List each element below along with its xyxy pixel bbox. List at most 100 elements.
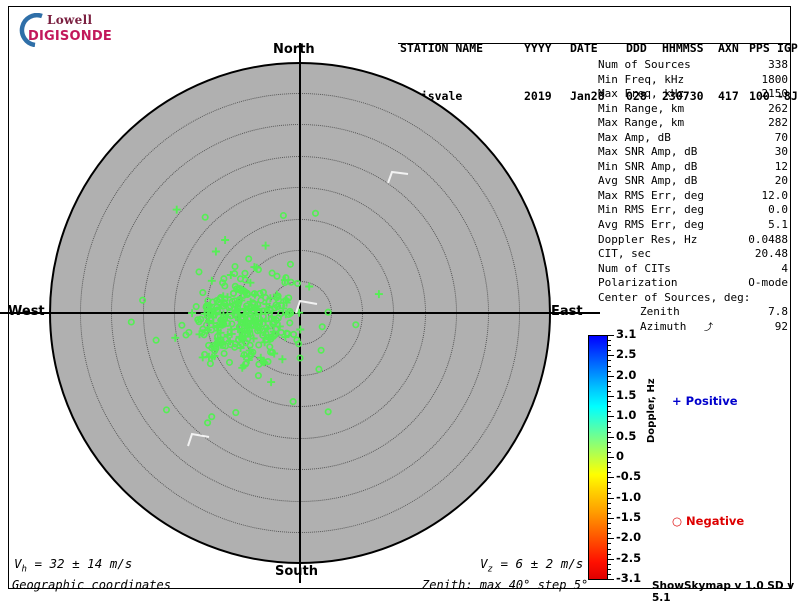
plot-frame <box>8 6 791 589</box>
colorbar-minor-tick <box>608 416 611 417</box>
colorbar-tick-label: 1.0 <box>616 408 637 422</box>
north-south-axis <box>299 43 301 583</box>
colorbar-minor-tick <box>608 401 611 402</box>
colorbar-tick-label: 0.5 <box>616 429 637 443</box>
colorbar-tick-label: 1.5 <box>616 388 637 402</box>
stat-label: Num of CITs <box>598 261 671 275</box>
stat-value: 282 <box>768 116 788 130</box>
colorbar-tick-label: 3.1 <box>616 327 637 341</box>
stat-value: 20.48 <box>754 247 788 261</box>
logo-lowell-text: Lowell <box>47 13 93 27</box>
stat-label: Min Freq, kHz <box>598 72 685 86</box>
colorbar-minor-tick <box>608 381 611 382</box>
statistics-panel: Num of Sources 338 Min Freq, kHz 1800 Max … <box>598 58 788 334</box>
direction-label-south: South <box>275 564 319 579</box>
stat-value: 338 <box>768 58 788 71</box>
stat-value: 12 <box>774 159 788 173</box>
header-col-pps: PPS <box>749 41 770 55</box>
stat-row: Num of CITs 4 <box>598 262 788 277</box>
stat-label: Max SNR Amp, dB <box>598 145 698 159</box>
colorbar-tick <box>608 498 614 499</box>
header-col-axn: AXN <box>718 41 739 55</box>
stat-label: Min RMS Err, deg <box>598 203 704 217</box>
colorbar-gradient <box>588 335 608 580</box>
colorbar-tick-label: -1.5 <box>616 510 642 524</box>
zenith-scale-label: Zenith: max 40° step 5° <box>422 578 589 592</box>
colorbar-minor-tick <box>608 533 611 534</box>
colorbar-tick <box>608 477 614 478</box>
colorbar-minor-tick <box>608 579 611 580</box>
colorbar-minor-tick <box>608 427 611 428</box>
header-col-yyyy: YYYY <box>524 41 552 55</box>
logo-digisonde-text: DIGISONDE <box>28 29 112 44</box>
center-zenith-label: Zenith <box>640 305 680 319</box>
colorbar-minor-tick <box>608 350 611 351</box>
colorbar-minor-tick <box>608 442 611 443</box>
colorbar-tick-label: -1.0 <box>616 490 642 504</box>
colorbar-minor-tick <box>608 457 611 458</box>
colorbar-tick <box>608 396 614 397</box>
stat-row: Num of Sources 338 <box>598 58 788 73</box>
colorbar-minor-tick <box>608 472 611 473</box>
skymap-plot[interactable] <box>0 43 600 583</box>
stat-row: Min SNR Amp, dB 12 <box>598 160 788 175</box>
colorbar-minor-tick <box>608 518 611 519</box>
colorbar-tick <box>608 437 614 438</box>
vz-value: = 6 ± 2 m/s <box>500 556 584 571</box>
center-of-sources-header: Center of Sources, deg: <box>598 291 788 306</box>
stat-label: Doppler Res, Hz <box>598 232 698 246</box>
colorbar-minor-tick <box>608 432 611 433</box>
stat-row: Avg RMS Err, deg 5.1 <box>598 218 788 233</box>
header-val-pps: 100 <box>749 89 770 103</box>
colorbar-tick <box>608 559 614 560</box>
stat-row: Max Freq, kHz 2150 <box>598 87 788 102</box>
stat-value: 1800 <box>761 72 789 86</box>
colorbar-minor-tick <box>608 447 611 448</box>
colorbar-tick <box>608 457 614 458</box>
center-azimuth-row: Azimuth ⤴ 92 <box>598 320 788 335</box>
vh-subscript: h <box>21 564 27 575</box>
stat-label: CIT, sec <box>598 247 651 261</box>
colorbar-minor-tick <box>608 559 611 560</box>
header-val-yyyy: 2019 <box>524 89 552 103</box>
stat-value: 5.1 <box>768 218 788 232</box>
header-table: STATION NAME YYYY DATE DDD HHMMSS AXN PP… <box>400 8 798 120</box>
colorbar-minor-tick <box>608 462 611 463</box>
center-azimuth-label: Azimuth <box>640 319 687 333</box>
center-zenith-row: Zenith 7.8 <box>598 305 788 320</box>
header-col-igp: IGP <box>777 41 798 55</box>
colorbar-minor-tick <box>608 355 611 356</box>
stat-label: Avg SNR Amp, dB <box>598 174 698 188</box>
colorbar-minor-tick <box>608 493 611 494</box>
vh-value: = 32 ± 14 m/s <box>34 556 133 571</box>
stat-row: Max Range, km 282 <box>598 116 788 131</box>
colorbar-minor-tick <box>608 437 611 438</box>
stat-value: 262 <box>768 101 788 115</box>
coordinate-system-label: Geographic coordinates <box>12 578 171 592</box>
colorbar-minor-tick <box>608 467 611 468</box>
header-col-hhmmss: HHMMSS <box>662 41 704 55</box>
stat-label: Min Range, km <box>598 101 685 115</box>
header-divider <box>398 43 791 44</box>
header-col-station: STATION NAME <box>400 41 484 55</box>
center-zenith-value: 7.8 <box>768 305 788 319</box>
colorbar-minor-tick <box>608 549 611 550</box>
colorbar-minor-tick <box>608 528 611 529</box>
colorbar-minor-tick <box>608 386 611 387</box>
colorbar-tick <box>608 355 614 356</box>
header-col-ddd: DDD <box>626 41 647 55</box>
colorbar-minor-tick <box>608 406 611 407</box>
colorbar-tick-label: -0.5 <box>616 469 642 483</box>
colorbar-minor-tick <box>608 538 611 539</box>
stat-row: Polarization O-mode <box>598 276 788 291</box>
stat-row: Max RMS Err, deg 12.0 <box>598 189 788 204</box>
colorbar-minor-tick <box>608 452 611 453</box>
colorbar-minor-tick <box>608 523 611 524</box>
colorbar-tick <box>608 376 614 377</box>
colorbar-minor-tick <box>608 371 611 372</box>
colorbar-minor-tick <box>608 335 611 336</box>
colorbar-tick-label: -2.0 <box>616 530 642 544</box>
header-col-date: DATE <box>570 41 598 55</box>
header-val-date: Jan28 <box>570 89 605 103</box>
colorbar-tick <box>608 416 614 417</box>
